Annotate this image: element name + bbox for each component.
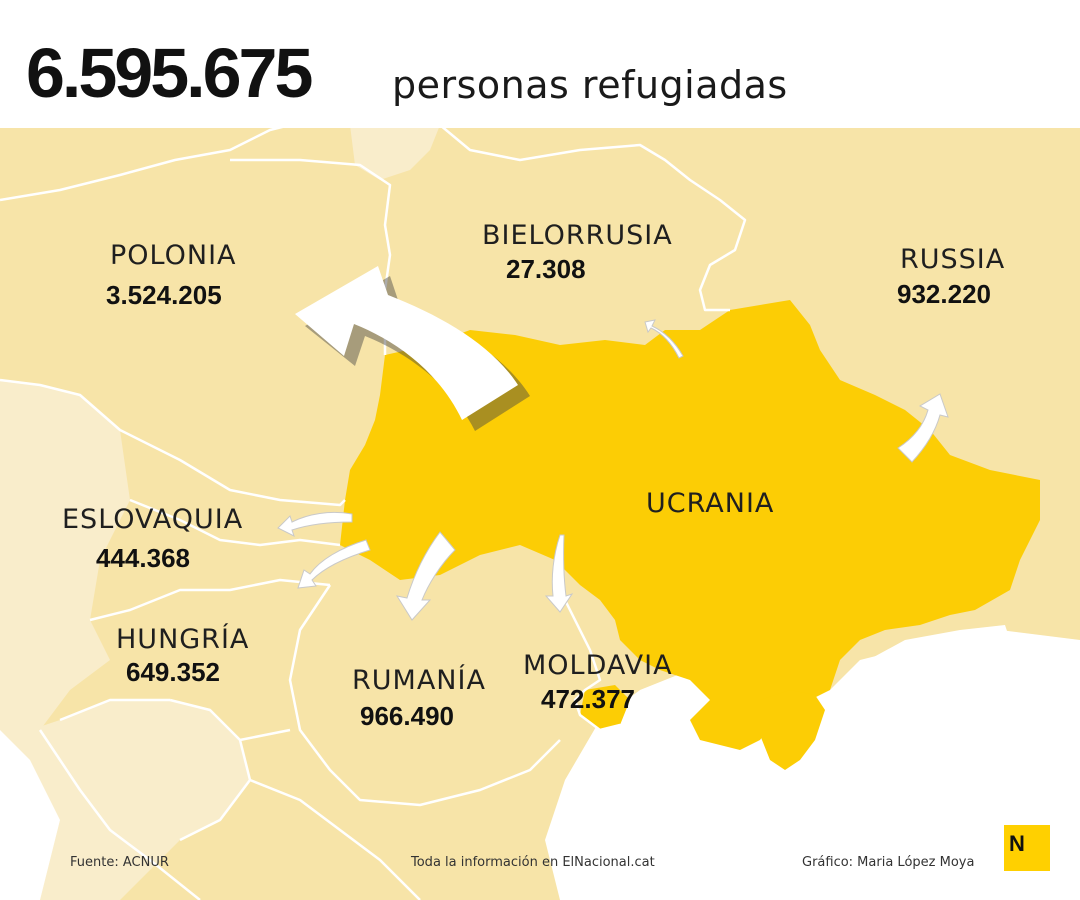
label-eslovaquia-value: 444.368: [96, 543, 190, 573]
label-russia-name: RUSSIA: [900, 244, 1006, 275]
arrow-eslovaquia-icon: [277, 511, 353, 537]
label-rumania-name: RUMANÍA: [352, 665, 486, 696]
headline-total: 6.595.675: [26, 34, 313, 112]
header: 6.595.675 personas refugiadas: [0, 0, 1080, 128]
label-bielorrusia-name: BIELORRUSIA: [482, 220, 673, 251]
footer-credit: Gráfico: Maria López Moya: [802, 855, 975, 870]
small-arrows-icon: [277, 319, 949, 621]
label-hungria-value: 649.352: [126, 657, 220, 687]
crimea: [760, 690, 825, 770]
label-polonia-value: 3.524.205: [106, 280, 222, 310]
country-ukraine: [340, 300, 1040, 750]
region-southwest-light: [0, 700, 250, 900]
arrow-polonia-icon: [295, 266, 530, 431]
region-west-light: [0, 380, 130, 740]
label-hungria-name: HUNGRÍA: [116, 624, 250, 655]
footer-info: Toda la información en ElNacional.cat: [411, 855, 655, 870]
arrow-rumania-icon: [395, 531, 456, 621]
label-polonia-name: POLONIA: [110, 240, 237, 271]
region-romania: [290, 545, 600, 805]
arrow-hungria-icon: [297, 539, 371, 589]
sea-west-bottom: [0, 730, 60, 900]
border-lines: [0, 118, 747, 900]
label-russia-value: 932.220: [897, 279, 991, 309]
sea-of-azov: [850, 625, 1010, 705]
black-sea: [545, 630, 1080, 900]
country-moldova: [580, 685, 630, 730]
arrow-moldavia-icon: [544, 534, 574, 613]
label-rumania-value: 966.490: [360, 701, 454, 731]
arrow-russia-icon: [897, 393, 949, 463]
headline-label: personas refugiadas: [392, 63, 788, 107]
arrow-bielorrusia-icon: [644, 319, 684, 359]
logo-letter: N: [1009, 831, 1025, 856]
region-north-lithuania: [350, 125, 440, 180]
footer-source: Fuente: ACNUR: [70, 855, 169, 870]
label-moldavia-name: MOLDAVIA: [523, 650, 673, 681]
label-ucrania-name: UCRANIA: [646, 488, 775, 519]
label-moldavia-value: 472.377: [541, 684, 635, 714]
label-eslovaquia-name: ESLOVAQUIA: [62, 504, 244, 535]
elnacional-logo-icon: N: [1004, 825, 1050, 871]
label-bielorrusia-value: 27.308: [506, 254, 586, 284]
